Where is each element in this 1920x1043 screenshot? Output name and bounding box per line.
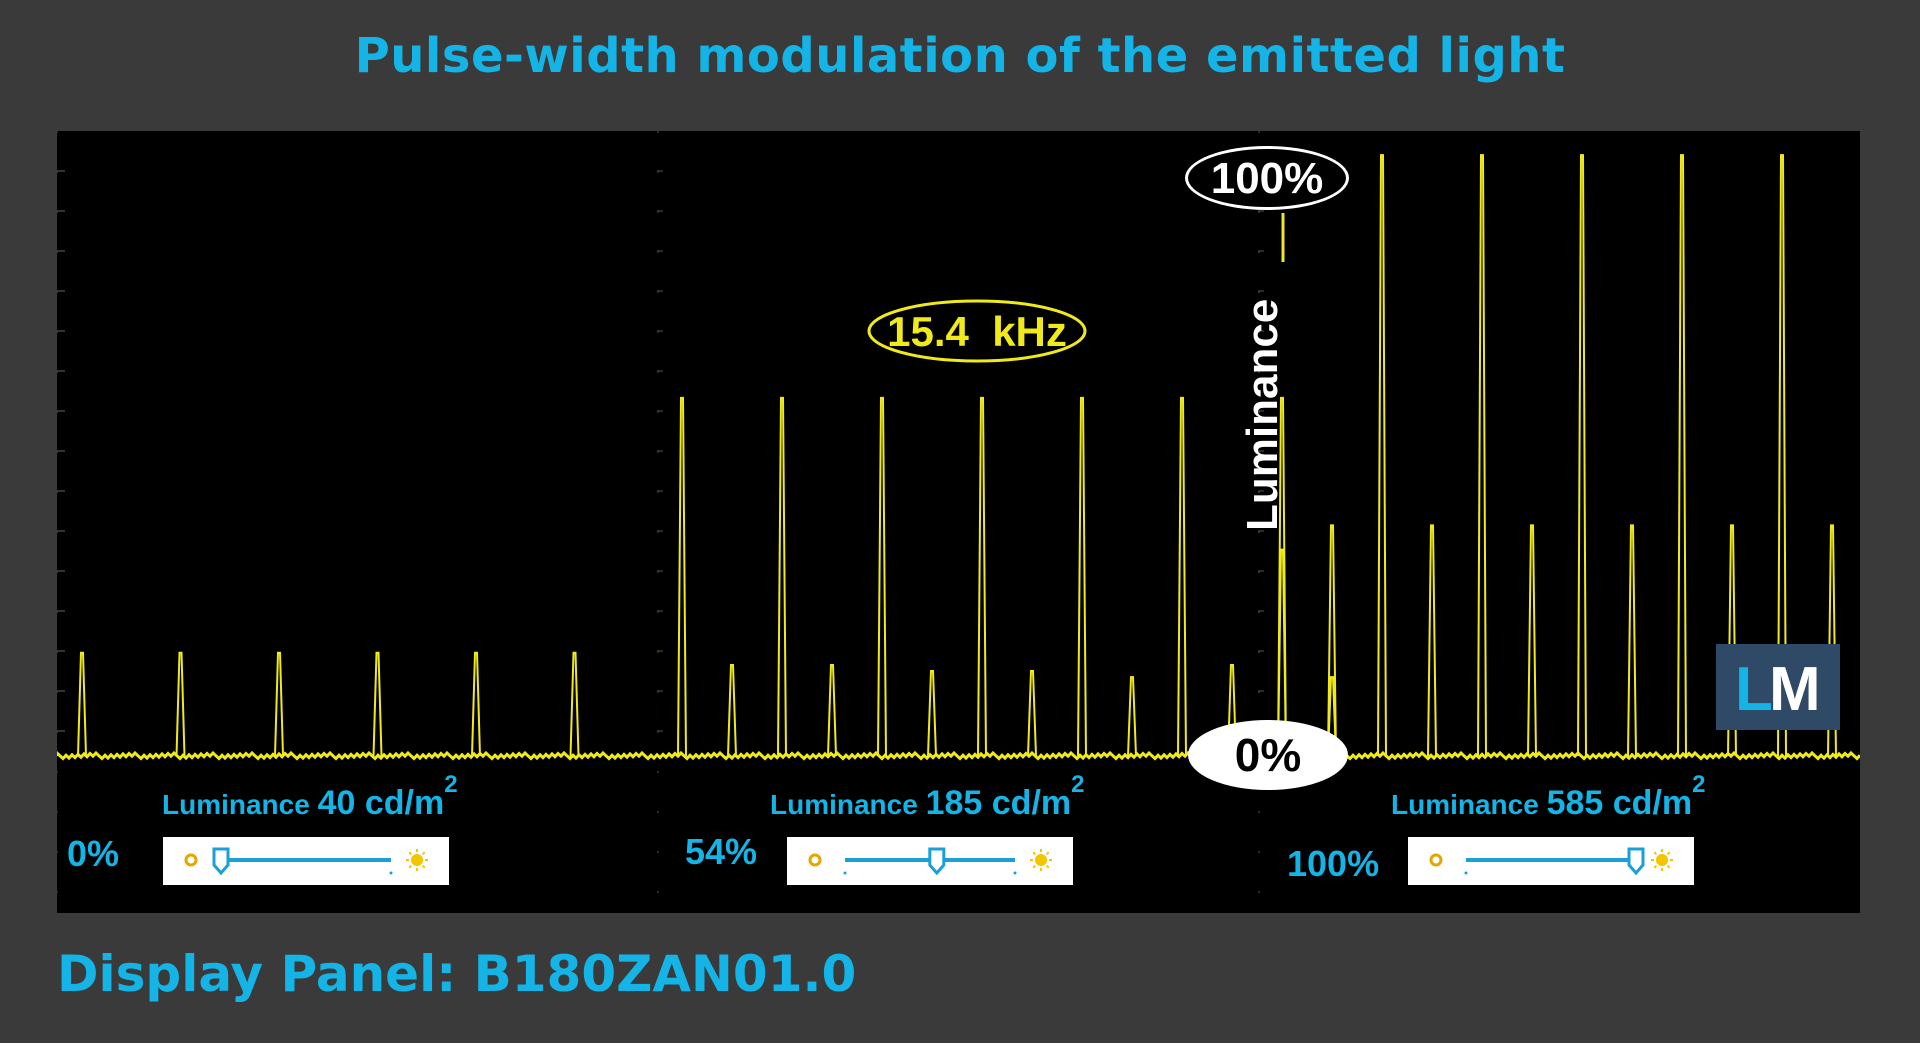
sun-large-icon: [1035, 854, 1047, 866]
pulse-peak: [1727, 524, 1737, 757]
pulse-peak: [777, 396, 787, 757]
sun-ray: [1032, 864, 1037, 869]
sun-ray: [421, 851, 426, 856]
axis-name-label: Luminance: [1238, 299, 1287, 531]
luminance-value: 185 cd/m: [926, 784, 1072, 822]
slider-thumb: [212, 847, 230, 876]
pulse-peak: [471, 651, 481, 757]
axis-bottom-label: 0%: [1235, 729, 1301, 781]
sun-ray: [421, 864, 426, 869]
sun-large-icon: [411, 854, 423, 866]
pulse-peak: [175, 651, 186, 757]
sun-ray: [408, 851, 413, 856]
luminance-value: 40 cd/m: [318, 784, 445, 822]
pulse-peak: [1277, 396, 1287, 757]
sun-large-icon: [1656, 854, 1668, 866]
pulse-peak: [827, 663, 837, 757]
slider-tick: [389, 871, 393, 875]
axis-top-annotation: 100%: [1185, 146, 1349, 210]
logo-box: [1716, 644, 1840, 730]
axis-bottom-ellipse: [1188, 720, 1348, 790]
pulse-peak: [1827, 524, 1837, 757]
luminance-exponent: 2: [444, 771, 457, 798]
sun-ray: [1032, 851, 1037, 856]
axis-top-label: 100%: [1211, 154, 1324, 203]
brightness-panel: Luminance 585 cd/m2 100%: [1287, 771, 1705, 885]
sun-ray: [1045, 864, 1050, 869]
pulse-peak: [1227, 663, 1237, 757]
brightness-percent-label: 100%: [1287, 843, 1379, 884]
oscilloscope-plot: 15.4 kHz 100% Luminance 0% L M Luminance…: [57, 131, 1860, 913]
sun-ray: [1666, 851, 1671, 856]
sun-ray: [1666, 864, 1671, 869]
pulse-peak: [569, 651, 580, 757]
brightness-percent-label: 54%: [685, 831, 757, 872]
axis-top-ellipse: [1188, 149, 1346, 207]
pulse-peak: [1277, 548, 1287, 757]
trace-baseline: [57, 750, 1860, 761]
pulse-peak: [677, 396, 687, 757]
sun-ray: [1653, 851, 1658, 856]
luminance-label: Luminance 40 cd/m2: [162, 771, 458, 822]
pulse-peak: [977, 396, 987, 757]
brightness-percent-label: 0%: [67, 833, 119, 874]
pulse-peak: [1577, 154, 1587, 757]
pulse-peak: [1677, 154, 1687, 757]
frequency-ellipse: [867, 299, 1087, 363]
plot-svg: 15.4 kHz 100% Luminance 0% L M Luminance…: [57, 131, 1860, 913]
sun-small-icon: [184, 853, 198, 867]
sun-small-icon: [808, 853, 822, 867]
pulse-peak: [1127, 676, 1137, 757]
brightness-panel: Luminance 40 cd/m2 0%: [67, 771, 458, 885]
pulse-peak: [877, 396, 887, 757]
slider-tick: [843, 871, 847, 875]
logo-letter-m: M: [1769, 655, 1821, 724]
slider-thumb: [928, 847, 946, 876]
logo-letter-l: L: [1735, 655, 1773, 724]
slider-thumb: [1627, 847, 1645, 876]
pulse-peak: [1027, 670, 1037, 757]
pulse-peak: [727, 663, 737, 757]
luminance-value: 585 cd/m: [1547, 784, 1693, 822]
pulse-peak: [1077, 396, 1087, 757]
luminance-label: Luminance 585 cd/m2: [1391, 771, 1705, 822]
pulse-peak: [1377, 154, 1387, 757]
pulse-peak: [1527, 524, 1537, 757]
luminance-label: Luminance 185 cd/m2: [770, 771, 1084, 822]
grid: [57, 131, 1264, 913]
sun-small-icon: [1429, 853, 1443, 867]
luminance-exponent: 2: [1692, 771, 1705, 798]
pulse-peak: [1327, 524, 1337, 757]
slider-tick: [1464, 871, 1468, 875]
pulse-peak: [1627, 524, 1637, 757]
chart-title: Pulse-width modulation of the emitted li…: [354, 28, 1566, 84]
sun-ray: [1045, 851, 1050, 856]
brightness-panel: Luminance 185 cd/m2 54%: [685, 771, 1084, 885]
luminance-exponent: 2: [1071, 771, 1084, 798]
sun-ray: [408, 864, 413, 869]
signal-traces: [57, 154, 1860, 761]
display-panel-label: Display Panel: B180ZAN01.0: [57, 945, 857, 1003]
frequency-annotation: 15.4 kHz: [867, 299, 1087, 363]
pulse-peak: [1177, 396, 1187, 757]
pulse-peak: [77, 651, 87, 757]
pulse-peak: [927, 670, 937, 757]
brightness-panels: Luminance 40 cd/m2 0% Luminance 185 cd/m2 5…: [67, 771, 1705, 885]
pulse-peak: [1477, 154, 1487, 757]
frequency-label: 15.4 kHz: [887, 308, 1067, 355]
pulse-peak: [1777, 154, 1787, 757]
axis-bottom-annotation: 0%: [1188, 720, 1348, 790]
slider-tick: [1013, 871, 1017, 875]
pulse-peak: [1427, 524, 1437, 757]
lm-logo: L M: [1716, 644, 1840, 730]
pulse-peak: [372, 651, 383, 757]
pulse-peak: [274, 651, 284, 757]
sun-ray: [1653, 864, 1658, 869]
